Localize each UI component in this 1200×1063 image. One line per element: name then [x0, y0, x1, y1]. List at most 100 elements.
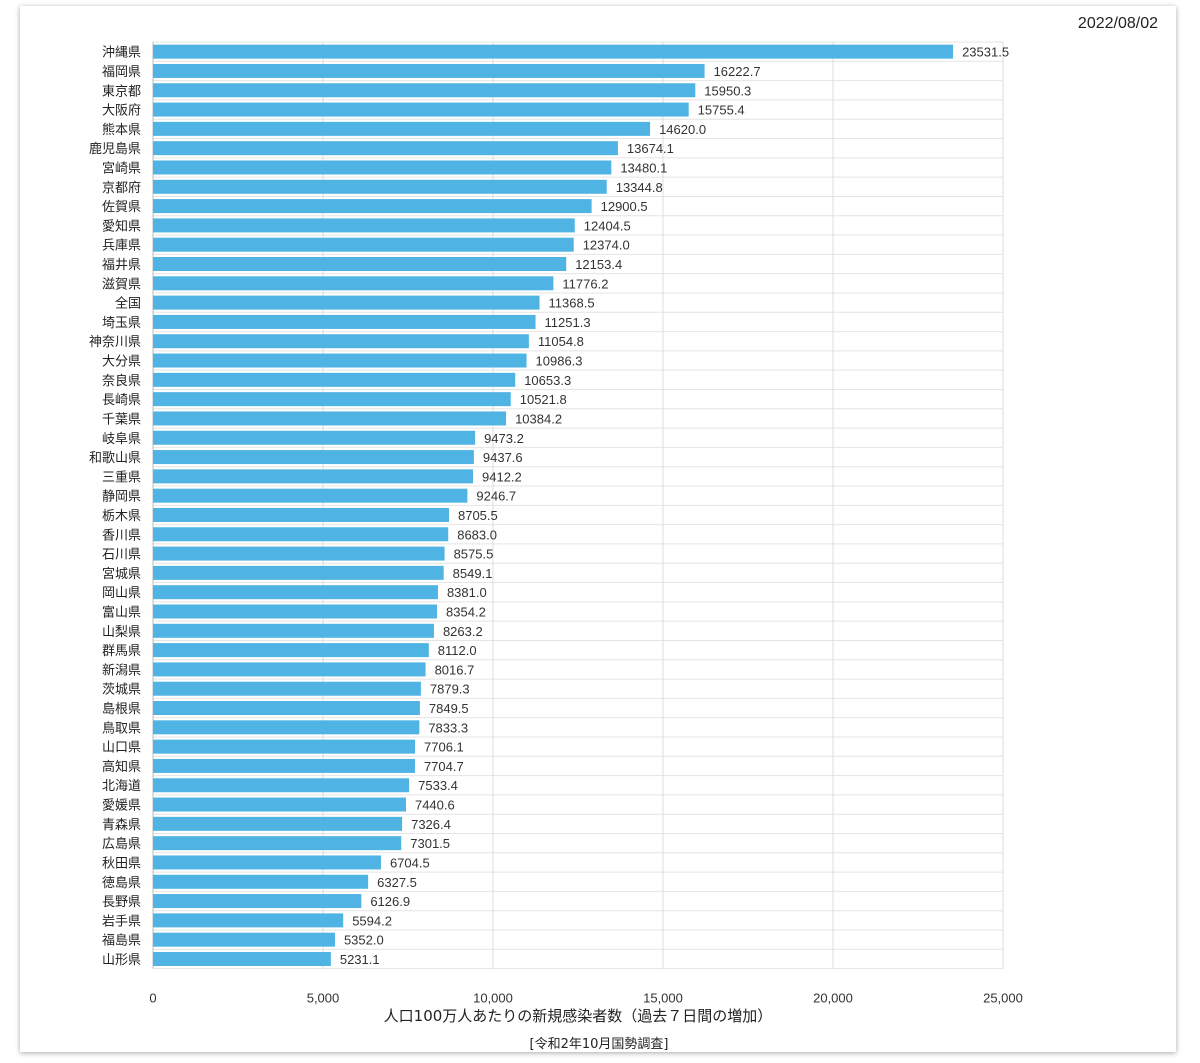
bar: [153, 353, 527, 368]
bar: [153, 488, 468, 503]
value-label: 8016.7: [435, 662, 475, 677]
category-label: 神奈川県: [89, 335, 141, 350]
bar: [153, 951, 331, 966]
bar: [153, 585, 438, 600]
x-tick-label: 10,000: [473, 991, 513, 1006]
category-label: 愛知県: [102, 218, 141, 234]
bar: [153, 932, 335, 947]
bar: [153, 314, 536, 329]
category-label: 山口県: [102, 741, 141, 756]
category-label: 宮城県: [102, 566, 141, 582]
value-labels: 23531.5 16222.7 15950.3 15755.4 14620.0 13674…: [340, 45, 1009, 967]
value-label: 8575.5: [454, 547, 494, 562]
category-label: 北海道: [102, 779, 141, 794]
bar: [153, 199, 592, 214]
value-label: 10653.3: [524, 373, 571, 388]
bar: [153, 44, 954, 59]
bar: [153, 63, 705, 78]
category-label: 千葉県: [102, 412, 141, 427]
category-label: 三重県: [102, 469, 141, 485]
bar: [153, 411, 507, 426]
value-label: 7706.1: [424, 740, 464, 755]
category-label: 大阪府: [102, 104, 141, 119]
value-label: 16222.7: [714, 64, 761, 79]
value-label: 12374.0: [583, 238, 630, 253]
value-label: 10521.8: [520, 392, 567, 407]
grid-lines: [152, 41, 1004, 970]
value-label: 15755.4: [698, 103, 745, 118]
x-axis-ticks: 0 5,000 10,000 15,000 20,000 25,000: [149, 991, 1023, 1006]
x-tick-label: 0: [149, 991, 156, 1006]
bar: [153, 565, 444, 580]
category-label: 岐阜県: [102, 431, 141, 447]
category-label: 全国: [115, 296, 141, 312]
value-label: 7849.5: [429, 701, 469, 716]
category-label: 山形県: [102, 953, 141, 968]
bar: [153, 392, 511, 407]
bar: [153, 874, 369, 889]
value-label: 11776.2: [562, 276, 608, 291]
category-label: 兵庫県: [102, 239, 141, 254]
category-label: 岡山県: [102, 586, 141, 601]
value-label: 5231.1: [340, 952, 380, 967]
category-label: 宮崎県: [102, 160, 141, 176]
value-label: 8549.1: [453, 566, 493, 581]
value-label: 11251.3: [545, 315, 591, 330]
value-label: 7533.4: [418, 778, 458, 793]
bar: [153, 797, 406, 812]
value-label: 6126.9: [370, 894, 410, 909]
bar: [153, 701, 420, 716]
category-label: 鹿児島県: [89, 141, 141, 157]
value-label: 7440.6: [415, 798, 455, 813]
bars: [153, 44, 954, 966]
bar: [153, 894, 362, 909]
category-label: 長野県: [102, 895, 141, 910]
category-label: 徳島県: [102, 876, 141, 891]
bar: [153, 739, 416, 754]
bar: [153, 681, 421, 696]
category-label: 大分県: [102, 355, 141, 370]
value-label: 5594.2: [352, 913, 392, 928]
category-label: 福岡県: [102, 65, 141, 80]
value-label: 9412.2: [482, 469, 522, 484]
bar: [153, 179, 607, 194]
value-label: 7704.7: [424, 759, 464, 774]
value-label: 8112.0: [438, 643, 477, 658]
x-axis-label: 人口100万人あたりの新規感染者数（過去７日間の増加）: [384, 1007, 773, 1025]
bar: [153, 276, 554, 291]
bar: [153, 430, 476, 445]
value-label: 13674.1: [627, 141, 674, 156]
category-label: 富山県: [102, 604, 141, 620]
bar: [153, 643, 429, 658]
category-label: 京都府: [102, 181, 141, 196]
bar: [153, 778, 410, 793]
bar: [153, 450, 474, 465]
bar: [153, 469, 474, 484]
category-label: 青森県: [102, 818, 141, 833]
value-label: 13344.8: [616, 180, 663, 195]
category-label: 石川県: [102, 548, 141, 563]
bar: [153, 855, 381, 870]
category-label: 愛媛県: [102, 799, 141, 814]
category-label: 新潟県: [102, 662, 141, 678]
value-label: 7879.3: [430, 682, 470, 697]
bar: [153, 102, 689, 117]
value-label: 6327.5: [377, 875, 417, 890]
bar: [153, 913, 344, 928]
value-label: 14620.0: [659, 122, 706, 137]
value-label: 8263.2: [443, 624, 483, 639]
value-label: 8705.5: [458, 508, 498, 523]
category-label: 滋賀県: [102, 277, 141, 292]
category-label: 福島県: [102, 934, 141, 949]
value-label: 11368.5: [549, 296, 595, 311]
category-label: 秋田県: [102, 856, 141, 871]
value-label: 8381.0: [447, 585, 487, 600]
category-label: 福井県: [102, 258, 141, 273]
bar: [153, 623, 434, 638]
bar: [153, 237, 574, 252]
date-label: 2022/08/02: [1077, 15, 1158, 32]
x-tick-label: 5,000: [307, 991, 340, 1006]
category-labels: 沖縄県福岡県東京都大阪府熊本県鹿児島県宮崎県京都府佐賀県愛知県兵庫県福井県滋賀県…: [89, 46, 141, 968]
bar: [153, 141, 618, 156]
